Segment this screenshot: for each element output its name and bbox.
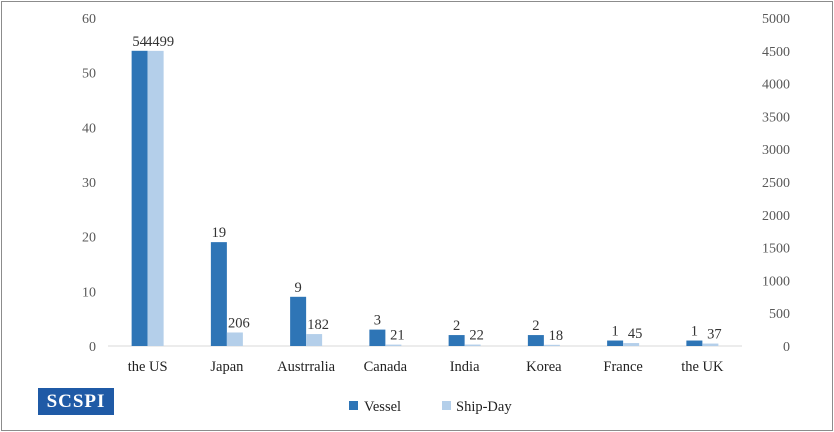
- legend-label-vessel: Vessel: [364, 399, 401, 415]
- y-left-tick-label: 20: [82, 231, 96, 246]
- vessel-data-label: 1: [612, 324, 619, 340]
- y-left-tick-label: 40: [82, 121, 96, 136]
- shipday-data-label: 182: [307, 317, 329, 333]
- shipday-bar: [543, 344, 560, 346]
- shipday-data-label: 45: [628, 326, 643, 342]
- vessel-bar: [448, 335, 465, 346]
- shipday-bar: [385, 344, 402, 346]
- y-right-tick-label: 4000: [762, 78, 790, 93]
- vessel-data-label: 3: [374, 313, 381, 329]
- vessel-data-label: 2: [453, 318, 460, 334]
- vessel-data-label: 19: [212, 225, 227, 241]
- shipday-data-label: 21: [390, 328, 405, 344]
- legend-swatch-vessel: [349, 401, 358, 410]
- vessel-bar: [369, 329, 386, 346]
- category-label: the UK: [681, 359, 724, 375]
- vessel-data-label: 2: [532, 318, 539, 334]
- y-left-tick-label: 0: [89, 340, 96, 355]
- vessel-data-label: 9: [295, 280, 302, 296]
- shipday-bar: [306, 334, 323, 346]
- category-label: the US: [128, 359, 168, 375]
- shipday-bar: [623, 343, 640, 346]
- legend-label-shipday: Ship-Day: [456, 399, 512, 415]
- y-right-tick-label: 500: [769, 307, 790, 322]
- y-right-tick-label: 4500: [762, 45, 790, 60]
- shipday-data-label: 18: [549, 328, 564, 344]
- shipday-data-label: 22: [469, 328, 484, 344]
- vessel-data-label: 54: [132, 34, 147, 50]
- y-right-tick-label: 3500: [762, 110, 790, 125]
- vessel-bar: [290, 296, 307, 346]
- y-right-tick-label: 2500: [762, 176, 790, 191]
- shipday-bar: [702, 343, 719, 346]
- y-right-tick-label: 1500: [762, 242, 790, 257]
- category-label: India: [450, 359, 480, 375]
- shipday-bar: [147, 50, 164, 346]
- shipday-bar: [226, 332, 243, 346]
- shipday-data-label: 37: [707, 327, 722, 343]
- vessel-bar: [527, 335, 544, 346]
- y-left-tick-label: 50: [82, 67, 96, 82]
- legend-swatch-shipday: [442, 401, 451, 410]
- y-right-tick-label: 2000: [762, 209, 790, 224]
- y-right-tick-label: 1000: [762, 274, 790, 289]
- scspi-logo: SCSPI: [38, 388, 114, 415]
- category-label: Austrralia: [277, 359, 336, 375]
- category-label: France: [603, 359, 642, 375]
- vessel-data-label: 1: [691, 324, 698, 340]
- y-right-tick-label: 5000: [762, 12, 790, 27]
- y-right-tick-label: 0: [783, 340, 790, 355]
- category-label: Korea: [526, 359, 562, 375]
- shipday-data-label: 4499: [145, 34, 174, 50]
- vessel-bar: [686, 340, 703, 346]
- category-label: Canada: [364, 359, 408, 375]
- vessel-bar: [607, 340, 624, 346]
- y-right-tick-label: 3000: [762, 143, 790, 158]
- y-left-tick-label: 30: [82, 176, 96, 191]
- y-left-tick-label: 60: [82, 12, 96, 27]
- shipday-data-label: 206: [228, 315, 250, 331]
- shipday-bar: [464, 344, 481, 346]
- vessel-bar: [131, 50, 148, 347]
- y-left-tick-label: 10: [82, 285, 96, 300]
- vessel-bar: [210, 242, 227, 346]
- category-label: Japan: [210, 359, 244, 375]
